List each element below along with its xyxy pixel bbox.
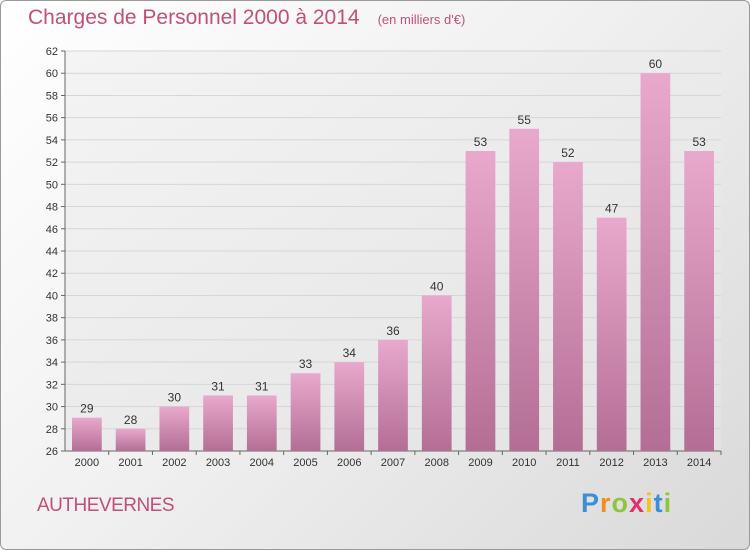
bar bbox=[246, 395, 277, 451]
x-tick-label: 2012 bbox=[599, 457, 623, 469]
bar-value-label: 53 bbox=[692, 135, 706, 149]
y-tick-label: 44 bbox=[46, 246, 58, 258]
bar-value-label: 31 bbox=[255, 379, 269, 393]
x-tick-label: 2006 bbox=[337, 457, 361, 469]
y-tick-label: 26 bbox=[46, 446, 58, 458]
bar-value-label: 30 bbox=[168, 391, 182, 405]
bar-value-label: 36 bbox=[386, 324, 400, 338]
x-tick-label: 2008 bbox=[424, 457, 448, 469]
x-tick-label: 2002 bbox=[162, 457, 186, 469]
bar-value-label: 55 bbox=[518, 113, 532, 127]
bar-value-label: 31 bbox=[211, 379, 225, 393]
y-tick-label: 34 bbox=[46, 357, 58, 369]
bar bbox=[159, 406, 190, 451]
y-tick-label: 32 bbox=[46, 379, 58, 391]
bar bbox=[684, 151, 715, 451]
y-tick-label: 52 bbox=[46, 157, 58, 169]
commune-name: AUTHEVERNES bbox=[37, 495, 175, 516]
x-tick-label: 2013 bbox=[643, 457, 667, 469]
chart-title: Charges de Personnel 2000 à 2014 (en mill… bbox=[28, 6, 466, 29]
bar-value-label: 52 bbox=[561, 146, 575, 160]
x-tick-label: 2014 bbox=[687, 457, 711, 469]
x-tick-label: 2001 bbox=[118, 457, 142, 469]
y-tick-label: 56 bbox=[46, 113, 58, 125]
y-tick-label: 46 bbox=[46, 224, 58, 236]
logo-letter: i bbox=[645, 488, 654, 518]
x-tick-label: 2010 bbox=[512, 457, 536, 469]
bar bbox=[421, 295, 452, 451]
bar-value-label: 47 bbox=[605, 202, 619, 216]
y-tick-label: 58 bbox=[46, 90, 58, 102]
bar bbox=[465, 151, 496, 451]
bar bbox=[290, 373, 321, 451]
logo-letter: x bbox=[629, 488, 646, 518]
bar bbox=[596, 217, 627, 451]
y-tick-label: 54 bbox=[46, 135, 58, 147]
y-tick-label: 36 bbox=[46, 335, 58, 347]
x-tick-label: 2009 bbox=[468, 457, 492, 469]
x-tick-label: 2005 bbox=[293, 457, 317, 469]
y-tick-label: 42 bbox=[46, 268, 58, 280]
y-tick-label: 62 bbox=[46, 46, 58, 58]
logo-letter: i bbox=[663, 488, 673, 518]
bar bbox=[115, 428, 146, 451]
bar bbox=[640, 73, 671, 451]
proxiti-logo: Proxiti bbox=[581, 488, 672, 519]
logo-letter: P bbox=[581, 488, 601, 518]
x-tick-label: 2004 bbox=[250, 457, 274, 469]
y-tick-label: 28 bbox=[46, 424, 58, 436]
bar-value-label: 28 bbox=[124, 413, 138, 427]
logo-letter: t bbox=[653, 488, 664, 518]
bar bbox=[553, 162, 583, 451]
bar bbox=[378, 339, 408, 451]
y-tick-label: 38 bbox=[46, 313, 58, 325]
chart-subtitle: (en milliers d'€) bbox=[377, 12, 466, 27]
bar-value-label: 34 bbox=[343, 346, 357, 360]
bar-value-label: 53 bbox=[474, 135, 488, 149]
bar bbox=[71, 417, 102, 451]
logo-letter: o bbox=[611, 488, 630, 518]
bar bbox=[509, 128, 540, 451]
bar-value-label: 33 bbox=[299, 357, 313, 371]
y-tick-label: 60 bbox=[46, 68, 58, 80]
y-tick-label: 50 bbox=[46, 179, 58, 191]
bar bbox=[203, 395, 233, 451]
x-tick-label: 2011 bbox=[556, 457, 580, 469]
x-tick-label: 2000 bbox=[75, 457, 99, 469]
bar-value-label: 60 bbox=[649, 57, 663, 71]
x-tick-label: 2003 bbox=[206, 457, 230, 469]
y-tick-label: 40 bbox=[46, 290, 58, 302]
y-tick-label: 48 bbox=[46, 202, 58, 214]
y-tick-label: 30 bbox=[46, 402, 58, 414]
bar bbox=[334, 362, 365, 451]
bar-value-label: 40 bbox=[430, 279, 444, 293]
bar-value-label: 29 bbox=[80, 402, 94, 416]
x-tick-label: 2007 bbox=[381, 457, 405, 469]
logo-letter: r bbox=[600, 488, 612, 518]
